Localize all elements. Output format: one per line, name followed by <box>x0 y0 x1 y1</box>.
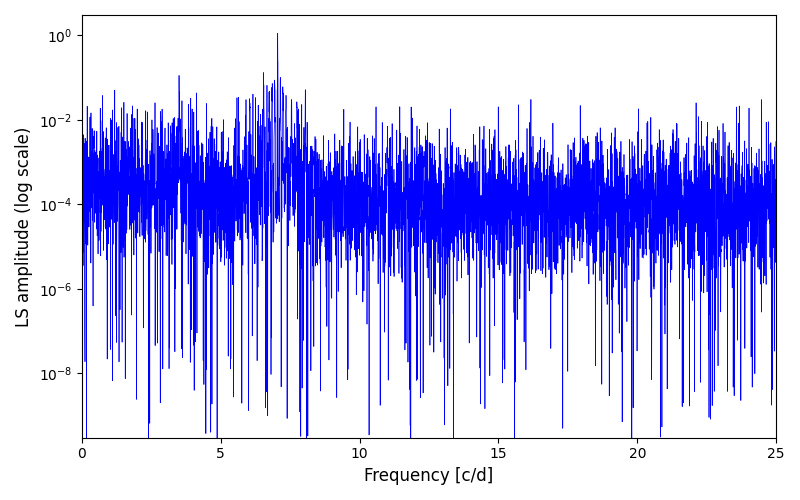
X-axis label: Frequency [c/d]: Frequency [c/d] <box>364 467 494 485</box>
Y-axis label: LS amplitude (log scale): LS amplitude (log scale) <box>15 126 33 326</box>
